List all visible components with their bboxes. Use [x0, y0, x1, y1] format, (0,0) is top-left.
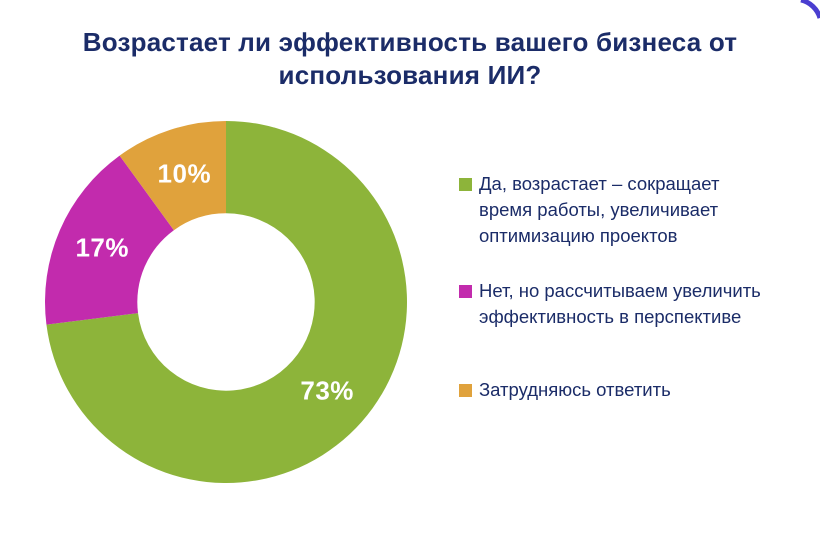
slice-value-label: 17% [75, 232, 130, 263]
legend-item: Нет, но рассчитываем увеличить эффективн… [459, 278, 809, 330]
legend-item: Затрудняюсь ответить [459, 377, 809, 403]
donut-slices [45, 121, 407, 483]
legend-swatch [459, 178, 472, 191]
corner-arc-decoration [800, 0, 820, 19]
legend-item-label: Да, возрастает – сокращает время работы,… [479, 173, 720, 246]
legend-item-label: Нет, но рассчитываем увеличить эффективн… [479, 280, 761, 327]
legend-swatch [459, 285, 472, 298]
chart-title: Возрастает ли эффективность вашего бизне… [82, 27, 738, 90]
slice-value-label: 73% [300, 375, 354, 406]
donut-chart: 73% 17% 10% [45, 121, 407, 483]
slice-value-label: 10% [157, 158, 212, 189]
donut-slice [119, 121, 226, 231]
legend-swatch [459, 384, 472, 397]
donut-slice [46, 121, 407, 483]
legend-item-label: Затрудняюсь ответить [479, 379, 671, 400]
legend-item: Да, возрастает – сокращает время работы,… [459, 171, 809, 249]
donut-slice [45, 155, 174, 325]
legend: Да, возрастает – сокращает время работы,… [459, 171, 809, 403]
